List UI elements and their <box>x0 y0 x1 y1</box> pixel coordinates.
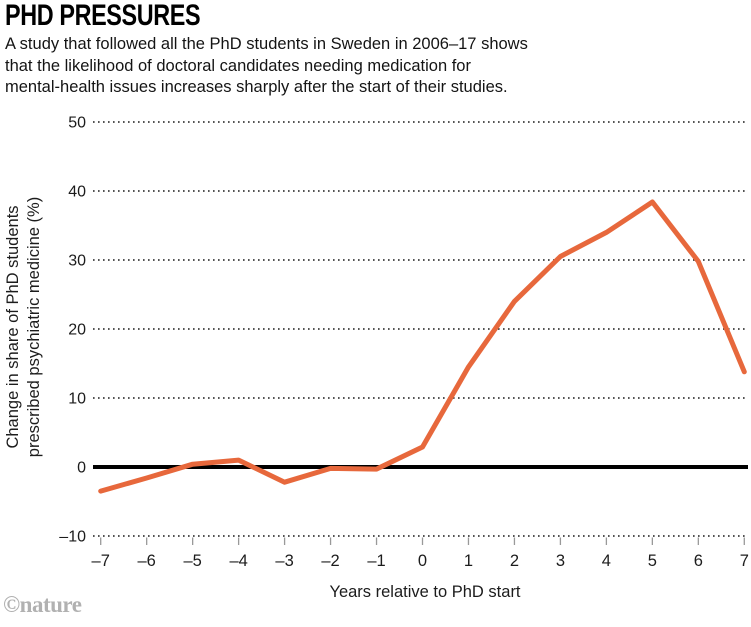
y-axis-tick-label: 0 <box>77 460 86 477</box>
y-axis-title-line-2: prescribed psychiatric medicine (%) <box>25 197 43 457</box>
y-axis-tick-label: 30 <box>68 253 86 270</box>
x-axis-tick-label: 7 <box>740 552 749 570</box>
x-axis-tick-label: –2 <box>321 552 339 570</box>
x-axis-tick-label: 3 <box>556 552 565 570</box>
y-axis-tick-label: 10 <box>68 391 86 408</box>
x-axis-tick-label: 1 <box>464 552 473 570</box>
x-axis-tick-label: –6 <box>138 552 156 570</box>
subtitle-line-3: mental-health issues increases sharply a… <box>5 78 508 97</box>
x-axis-tick-label: 6 <box>694 552 703 570</box>
subtitle-line-1: A study that followed all the PhD studen… <box>5 35 528 53</box>
x-axis-tick-label: –4 <box>229 552 247 570</box>
subtitle-line-2: that the likelihood of doctoral candidat… <box>5 56 471 75</box>
x-axis-tick-label: –3 <box>275 552 293 570</box>
y-axis-tick-label: –10 <box>59 529 86 546</box>
y-axis-title-line-1: Change in share of PhD students <box>4 205 22 448</box>
x-axis-tick-label: –1 <box>367 552 385 570</box>
nature-logo: ©nature <box>3 592 82 617</box>
page-title: PHD PRESSURES <box>5 0 201 32</box>
chart-subtitle: A study that followed all the PhD studen… <box>5 34 528 99</box>
x-axis-tick-label: –7 <box>92 552 110 570</box>
x-axis-tick-label: 2 <box>510 552 519 570</box>
x-axis-tick-label: 0 <box>418 552 427 570</box>
x-axis-tick-label: 5 <box>648 552 657 570</box>
x-axis-tick-label: 4 <box>602 552 611 570</box>
y-axis-tick-label: 50 <box>68 115 86 132</box>
x-axis-title: Years relative to PhD start <box>329 583 520 601</box>
y-axis-tick-label: 40 <box>68 184 86 201</box>
x-axis-tick-label: –5 <box>183 552 201 570</box>
y-axis-tick-label: 20 <box>68 322 86 339</box>
data-line <box>98 199 747 494</box>
